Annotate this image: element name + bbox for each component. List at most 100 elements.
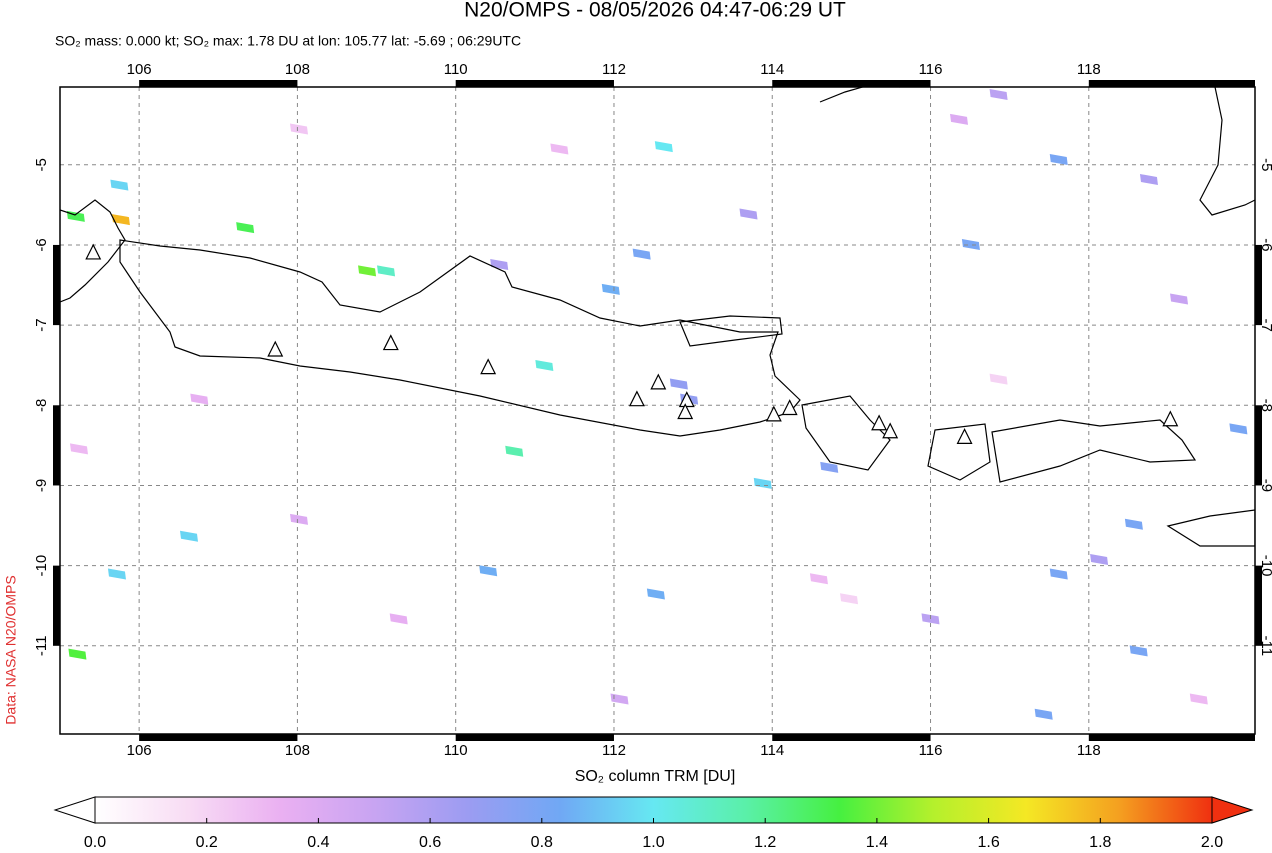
so2-pixel [505, 445, 524, 457]
grid-layer [60, 87, 1255, 734]
so2-pixel [1129, 645, 1148, 657]
so2-pixel [654, 141, 673, 153]
y-tick-label-right: -5 [1258, 158, 1272, 171]
colorbar-tick-label: 1.4 [866, 834, 888, 851]
volcano-marker [781, 399, 798, 416]
frame-bar [53, 565, 60, 646]
volcano-marker [85, 243, 102, 260]
so2-pixel [739, 208, 758, 220]
so2-pixel [107, 568, 126, 580]
so2-pixel [68, 648, 87, 660]
coast-madura [679, 315, 783, 347]
colorbar-tick-label: 0.8 [531, 834, 553, 851]
x-tick-label-bottom: 110 [444, 742, 468, 759]
so2-pixel [753, 477, 772, 489]
coast-java [119, 239, 801, 437]
so2-pixel [601, 283, 620, 295]
volcano-marker [1162, 410, 1179, 427]
so2-pixel [190, 393, 209, 405]
y-tick-label-right: -10 [1258, 555, 1272, 577]
coast-sumbawa [991, 419, 1197, 483]
y-tick-label-right: -7 [1258, 318, 1272, 331]
frame-bar [1255, 244, 1262, 326]
x-tick-label-bottom: 112 [602, 742, 626, 759]
frame-bar [53, 244, 60, 326]
so2-pixel [961, 238, 980, 250]
volcano-marker [628, 390, 645, 407]
frame-bar [1088, 734, 1255, 741]
y-tick-label-right: -8 [1258, 399, 1272, 412]
y-tick-label-left: -8 [33, 399, 50, 412]
x-tick-label-top: 106 [127, 61, 152, 78]
so2-pixel [1124, 518, 1143, 530]
so2-pixel [110, 179, 129, 191]
coastlines [60, 87, 1255, 547]
volcano-layer [85, 243, 1179, 444]
frame-bar [1255, 405, 1262, 486]
credit: Data: NASA N20/OMPS [3, 575, 19, 724]
so2-pixel [989, 89, 1008, 101]
colorbar-tick-label: 0.4 [307, 834, 329, 851]
frame-bar [455, 734, 614, 741]
so2-pixel [632, 248, 651, 260]
colorbar-tick-label: 1.6 [977, 834, 999, 851]
x-tick-label-bottom: 116 [919, 742, 943, 759]
so2-pixel [236, 222, 255, 234]
coast-sumba [1166, 509, 1255, 547]
colorbar-tick-label: 0.6 [419, 834, 441, 851]
colorbar-tick-label: 0.0 [84, 834, 106, 851]
frame-bar [139, 734, 298, 741]
colorbar-low-arrow [53, 796, 96, 824]
so2-pixel [1229, 423, 1248, 435]
frame-bar [1088, 80, 1255, 87]
colorbar-tick-label: 1.2 [754, 834, 776, 851]
x-tick-label-top: 114 [760, 61, 784, 78]
y-tick-label-left: -5 [33, 158, 50, 171]
coast-borneo [819, 87, 900, 103]
volcano-marker [956, 428, 973, 444]
colorbar-tick-label: 1.8 [1089, 834, 1111, 851]
so2-pixel [1189, 693, 1208, 705]
frame-bar [139, 80, 298, 87]
so2-pixel [840, 593, 859, 605]
so2-pixel [69, 443, 88, 455]
so2-pixel [179, 530, 198, 542]
so2-pixel [820, 461, 839, 473]
so2-pixel [669, 378, 688, 390]
so2-pixel [1049, 153, 1068, 165]
so2-pixel [290, 513, 308, 525]
coast-sumatra [60, 199, 126, 303]
map-background [60, 87, 1255, 734]
so2-pixel [358, 265, 377, 277]
so2-pixel [111, 214, 130, 226]
so2-pixel [1049, 568, 1068, 580]
so2-pixel [550, 143, 569, 155]
subtitle: SO₂ mass: 0.000 kt; SO₂ max: 1.78 DU at … [55, 33, 521, 49]
volcano-marker [382, 334, 399, 351]
y-tick-label-right: -9 [1258, 479, 1272, 492]
colorbar-high-arrow [1211, 796, 1254, 824]
x-tick-label-top: 116 [919, 61, 943, 78]
so2-pixel [1090, 554, 1109, 566]
frame-bar [455, 80, 614, 87]
colorbar-label: SO₂ column TRM [DU] [575, 768, 736, 785]
so2-pixel [1139, 174, 1158, 186]
x-tick-label-top: 110 [444, 61, 468, 78]
so2-pixel [950, 113, 969, 125]
volcano-marker [677, 403, 694, 420]
so2-pixel [290, 123, 308, 135]
x-tick-label-bottom: 108 [285, 742, 310, 759]
volcano-marker [765, 405, 782, 422]
x-tick-label-top: 108 [285, 61, 310, 78]
volcano-marker [267, 340, 284, 357]
so2-pixel [535, 360, 554, 372]
chart-title: N20/OMPS - 08/05/2026 04:47-06:29 UT [464, 0, 846, 22]
x-tick-label-bottom: 114 [760, 742, 784, 759]
colorbar: 0.0 0.2 0.4 0.6 0.8 1.0 1.2 1.4 1.6 1.8 2.0 [53, 796, 1254, 851]
coast-sulawesi [1199, 87, 1255, 216]
y-tick-label-right: -6 [1258, 238, 1272, 251]
frame-bar [772, 80, 931, 87]
so2-pixel [377, 265, 396, 277]
so2-pixel [809, 573, 828, 585]
